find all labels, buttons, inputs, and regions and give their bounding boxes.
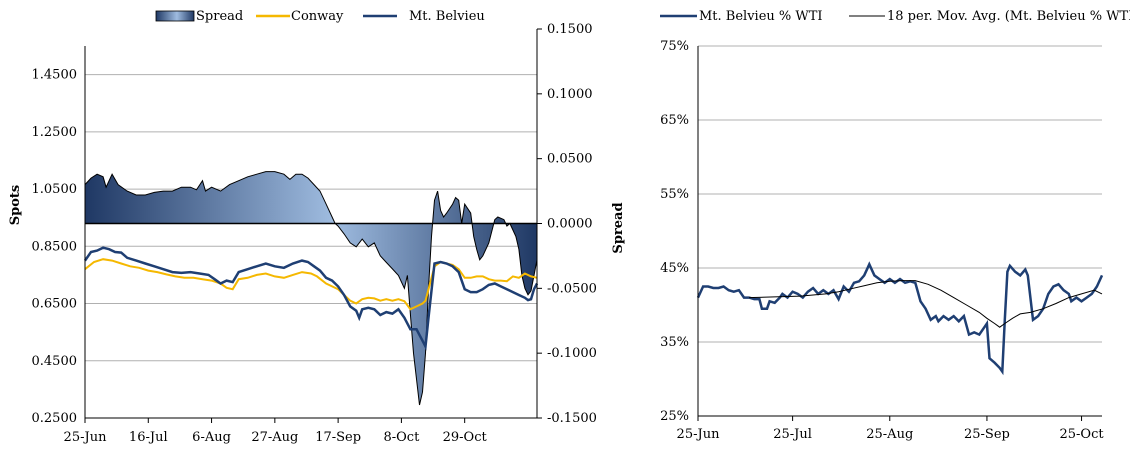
y-tick-right: -0.1500 (547, 411, 597, 426)
y-tick-left: 0.8500 (32, 239, 78, 254)
moving-average-line (749, 280, 1103, 328)
x-tick: 27-Aug (251, 430, 298, 445)
x-tick: 6-Aug (192, 430, 231, 445)
x-tick: 25-Oct (1059, 427, 1104, 442)
legend-label: Mt. Belvieu (409, 9, 485, 24)
y-tick-left: 0.2500 (32, 411, 78, 426)
x-tick: 17-Sep (315, 430, 361, 445)
y-tick-right: 0.1500 (547, 22, 593, 37)
x-tick: 25-Jun (64, 430, 108, 445)
y-tick-right: -0.1000 (547, 346, 597, 361)
legend-swatch-spread (155, 10, 195, 22)
y-tick: 45% (660, 261, 689, 276)
legend-label: 18 per. Mov. Avg. (Mt. Belvieu % WTI) (887, 9, 1130, 24)
y-tick-left: 0.6500 (32, 297, 78, 312)
spread-area (84, 171, 538, 406)
y-tick: 35% (660, 335, 689, 350)
y-tick-left: 0.4500 (32, 354, 78, 369)
conway-line (84, 258, 538, 311)
y-axis-title-right: Spread (611, 202, 626, 253)
x-tick: 25-Jun (677, 427, 721, 442)
left-chart: 0.2500 0.4500 0.6500 0.8500 1.0500 1.2500 1.45… (8, 9, 626, 445)
x-tick: 16-Jul (129, 430, 168, 445)
y-tick-left: 1.0500 (32, 182, 78, 197)
y-tick-right: 0.0000 (547, 217, 593, 232)
x-tick: 8-Oct (383, 430, 420, 445)
x-tick: 25-Aug (866, 427, 913, 442)
belvieu-line (83, 246, 539, 351)
y-tick: 75% (660, 39, 689, 54)
x-tick: 25-Jul (773, 427, 812, 442)
legend-label: Conway (291, 9, 344, 24)
legend-label: Spread (196, 9, 243, 24)
y-tick: 25% (660, 409, 689, 424)
right-chart: 25% 35% 45% 55% 65% 75% 25-Jun 25-Jul 25-Aug 25-S… (660, 9, 1130, 442)
y-tick-left: 1.4500 (32, 68, 78, 83)
x-tick: 25-Sep (964, 427, 1010, 442)
y-axis-title-left: Spots (8, 185, 23, 225)
y-tick: 65% (660, 113, 689, 128)
x-tick: 29-Oct (443, 430, 488, 445)
y-tick-right: -0.0500 (547, 281, 597, 296)
y-tick: 55% (660, 187, 689, 202)
y-tick-left: 1.2500 (32, 125, 78, 140)
y-tick-right: 0.0500 (547, 152, 593, 167)
legend-label: Mt. Belvieu % WTI (699, 9, 823, 24)
y-tick-right: 0.1000 (547, 87, 593, 102)
